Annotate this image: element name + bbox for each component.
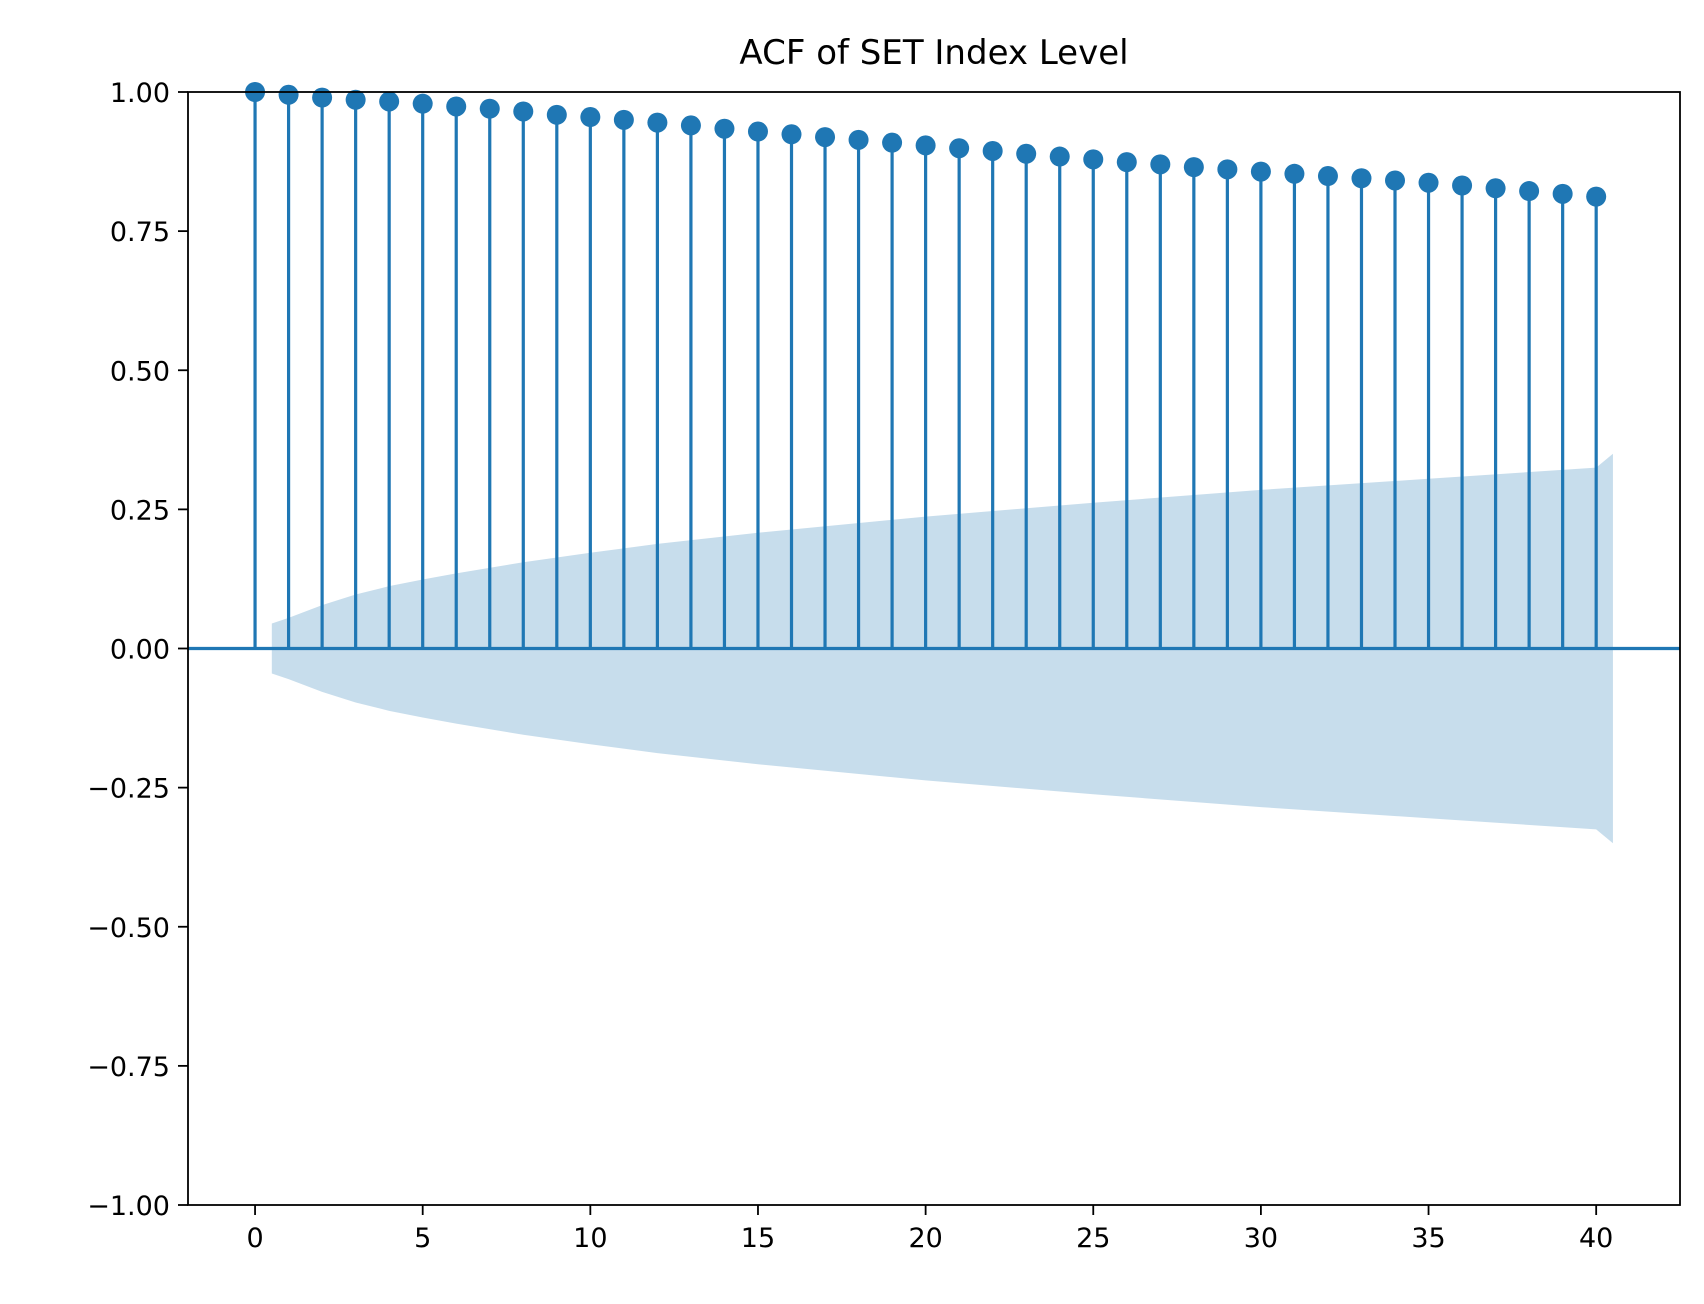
stem-marker [412, 93, 433, 114]
stem-marker [1586, 186, 1607, 207]
stem-marker [1150, 154, 1171, 175]
x-tick-label: 40 [1579, 1223, 1613, 1254]
y-tick-label: 1.00 [110, 78, 170, 109]
stem-marker [1217, 159, 1238, 180]
stem-marker [1116, 152, 1137, 173]
stem-marker [949, 138, 970, 159]
stem-marker [1016, 143, 1037, 164]
stem-marker [1519, 181, 1540, 202]
stem-marker [647, 112, 668, 133]
y-tick-label: −0.75 [87, 1052, 170, 1083]
stem-marker [1250, 161, 1271, 182]
x-tick-label: 0 [246, 1223, 263, 1254]
x-tick-label: 10 [573, 1223, 607, 1254]
stem-marker [1317, 166, 1338, 187]
y-tick-label: −1.00 [87, 1191, 170, 1222]
y-tick-label: 0.50 [110, 356, 170, 387]
stem-marker [1183, 157, 1204, 178]
stem-marker [446, 96, 467, 117]
stem-marker [781, 124, 802, 145]
stem-marker [1049, 146, 1070, 167]
stem-marker [479, 98, 500, 119]
stem-marker [848, 129, 869, 150]
y-tick-label: 0.00 [110, 635, 170, 666]
stem-layer [188, 82, 1680, 651]
stem-marker [1284, 163, 1305, 184]
x-tick-label: 5 [414, 1223, 431, 1254]
stem-marker [513, 101, 534, 122]
stem-marker [1552, 183, 1573, 204]
y-tick-label: 0.25 [110, 495, 170, 526]
stem-marker [680, 115, 701, 136]
stem-marker [379, 91, 400, 112]
stem-marker [345, 89, 366, 110]
stem-marker [747, 121, 768, 142]
stem-marker [1418, 172, 1439, 193]
chart-title: ACF of SET Index Level [739, 33, 1128, 73]
y-tick-label: −0.25 [87, 774, 170, 805]
stem-marker [1083, 149, 1104, 170]
stem-marker [278, 84, 299, 105]
x-tick-label: 25 [1076, 1223, 1110, 1254]
x-tick-label: 15 [741, 1223, 775, 1254]
stem-marker [915, 135, 936, 156]
axis-layer: 1.00 0.75 0.50 0.25 0.00 −0.25 −0.50 −0.75 −1.00… [87, 78, 1681, 1254]
stem-marker [613, 109, 634, 130]
x-tick-label: 30 [1244, 1223, 1278, 1254]
stem-marker [1351, 168, 1372, 189]
x-tick-label: 35 [1411, 1223, 1445, 1254]
x-tick-label: 20 [908, 1223, 942, 1254]
y-tick-label: 0.75 [110, 217, 170, 248]
stem-marker [580, 107, 601, 128]
stem-marker [1485, 178, 1506, 199]
stem-marker [1452, 175, 1473, 196]
stem-marker [714, 118, 735, 139]
y-tick-label: −0.50 [87, 913, 170, 944]
stem-marker [882, 132, 903, 153]
stem-marker [815, 127, 836, 148]
stem-marker [312, 87, 333, 108]
stem-marker [982, 140, 1003, 161]
stem-marker [546, 104, 567, 125]
stem-marker [1385, 170, 1406, 191]
